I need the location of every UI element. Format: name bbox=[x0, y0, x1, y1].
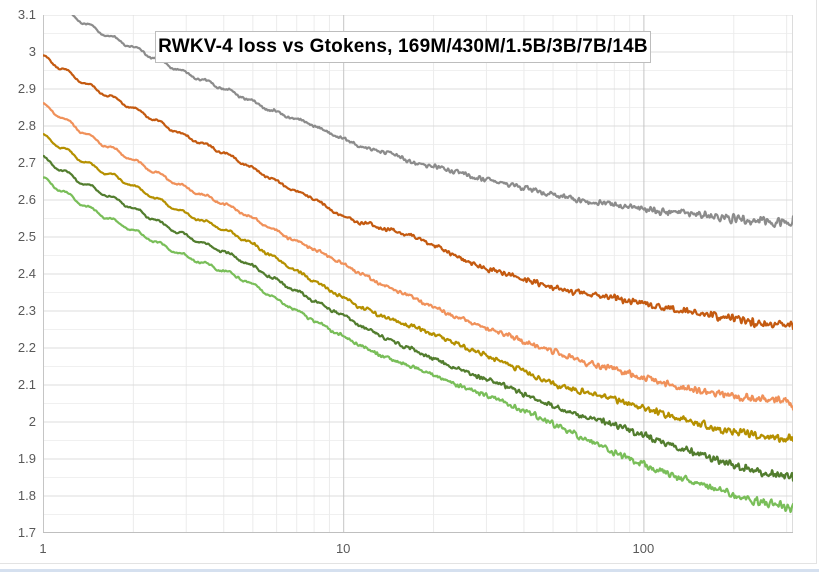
y-axis-tick-label: 2.5 bbox=[17, 229, 36, 244]
series-line-430m bbox=[43, 54, 793, 330]
y-axis-tick-label: 2.3 bbox=[17, 303, 36, 318]
plot-area bbox=[43, 15, 793, 533]
y-axis-tick-label: 3.1 bbox=[17, 7, 36, 22]
y-axis-tick-label: 1.9 bbox=[17, 451, 36, 466]
x-axis-tick-label: 10 bbox=[335, 541, 351, 556]
chart-title-box: RWKV-4 loss vs Gtokens, 169M/430M/1.5B/3… bbox=[155, 31, 651, 63]
y-axis-tick-label: 2.6 bbox=[17, 192, 36, 207]
series-line-3b bbox=[43, 133, 793, 443]
chart-title: RWKV-4 loss vs Gtokens, 169M/430M/1.5B/3… bbox=[158, 36, 648, 57]
y-axis-tick-label: 2.8 bbox=[17, 118, 36, 133]
window-edge-highlight bbox=[0, 569, 819, 572]
series-line-14b bbox=[43, 176, 793, 514]
x-axis-tick-label: 100 bbox=[632, 541, 655, 556]
series-line-169m bbox=[71, 15, 793, 228]
y-axis-tick-label: 2.7 bbox=[17, 155, 36, 170]
y-axis-tick-label: 2.2 bbox=[17, 340, 36, 355]
series-line-7b bbox=[43, 154, 793, 482]
y-axis-tick-label: 2.4 bbox=[17, 266, 36, 281]
y-axis-tick-label: 1.8 bbox=[17, 488, 36, 503]
window-bottom-strip bbox=[0, 564, 819, 572]
y-axis-tick-label: 1.7 bbox=[17, 525, 36, 540]
series-line-1.5b bbox=[43, 102, 793, 411]
x-axis-tick-label: 1 bbox=[39, 541, 47, 556]
y-axis-tick-label: 2.1 bbox=[17, 377, 36, 392]
y-axis-tick-label: 2.9 bbox=[17, 81, 36, 96]
y-axis-tick-label: 2 bbox=[28, 414, 36, 429]
y-axis-tick-label: 3 bbox=[28, 44, 36, 59]
plot-svg bbox=[43, 15, 793, 533]
